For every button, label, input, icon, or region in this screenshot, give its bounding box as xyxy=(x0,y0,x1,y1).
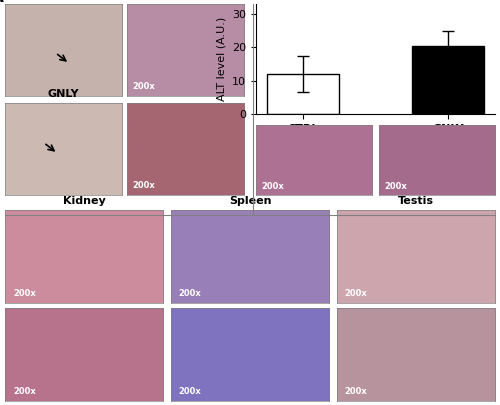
Text: GNLY: GNLY xyxy=(48,89,80,98)
Text: Spleen: Spleen xyxy=(229,196,271,207)
Text: 200x: 200x xyxy=(179,289,202,298)
Text: 200x: 200x xyxy=(132,82,156,91)
Text: 200x: 200x xyxy=(13,289,36,298)
Text: 200x: 200x xyxy=(132,181,156,190)
Text: Testis: Testis xyxy=(398,196,434,207)
Text: 200x: 200x xyxy=(13,387,36,396)
Text: A: A xyxy=(0,0,4,6)
Bar xyxy=(412,46,484,114)
Y-axis label: ALT level (A.U.): ALT level (A.U.) xyxy=(216,17,226,101)
Text: 200x: 200x xyxy=(345,289,368,298)
Text: 200x: 200x xyxy=(179,387,202,396)
Title: Serum alanine aminotransferase: Serum alanine aminotransferase xyxy=(260,0,490,3)
Text: 200x: 200x xyxy=(345,387,368,396)
Text: B: B xyxy=(208,0,221,2)
Bar xyxy=(267,74,340,114)
Text: 200x: 200x xyxy=(385,182,407,192)
Text: Kidney: Kidney xyxy=(62,196,106,207)
Text: 200x: 200x xyxy=(262,182,284,192)
